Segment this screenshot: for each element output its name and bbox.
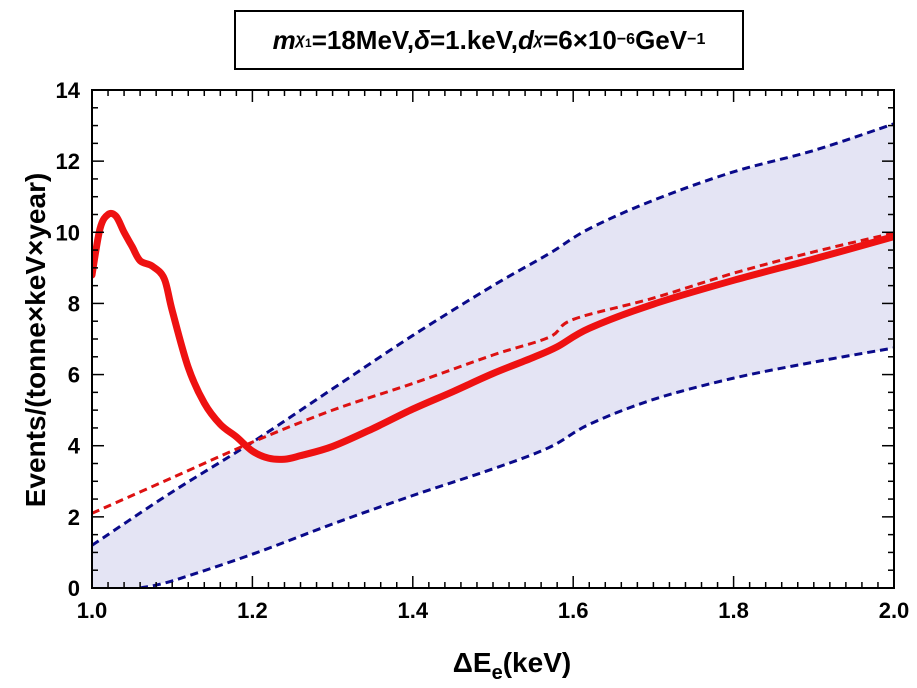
- title-m-subsub: 1: [305, 35, 312, 50]
- title-d-exp: −6: [616, 31, 636, 48]
- y-tick-label: 2: [68, 505, 80, 530]
- series-band-upper: [92, 122, 894, 547]
- y-tick-label: 10: [56, 220, 80, 245]
- series-background: [92, 231, 894, 515]
- series-signal-background: [92, 209, 894, 463]
- title-delta-value: =1.keV,: [429, 24, 518, 55]
- tick-label-layer: 1.0 1.2 1.4 1.6 1.8 2.0 0 2 4 6 8 10 12 14: [56, 78, 910, 623]
- series-layer: [92, 122, 894, 588]
- y-tick-label: 4: [68, 434, 81, 459]
- title-m-sub: χ: [295, 30, 305, 48]
- title-m-value: =18MeV,: [311, 24, 415, 55]
- y-tick-label: 8: [68, 291, 80, 316]
- chart-title: m χ1 =18MeV, δ =1.keV, d χ =6×10 −6 GeV −1: [234, 10, 744, 70]
- title-delta-symbol: δ: [414, 24, 430, 55]
- x-tick-label: 1.4: [398, 598, 429, 623]
- x-tick-label: 1.0: [77, 598, 108, 623]
- x-tick-label: 1.8: [718, 598, 749, 623]
- x-axis-label: ΔEe(keV): [453, 647, 571, 684]
- title-d-symbol: d: [517, 24, 534, 55]
- title-d-unit: GeV: [635, 24, 688, 55]
- title-m-symbol: m: [272, 24, 296, 55]
- x-tick-label: 1.6: [558, 598, 589, 623]
- title-d-unit-exp: −1: [687, 31, 706, 48]
- tick-layer: [91, 89, 895, 589]
- x-tick-label: 1.2: [237, 598, 268, 623]
- title-d-value: =6×10: [543, 24, 617, 55]
- x-tick-label: 2.0: [879, 598, 910, 623]
- y-tick-label: 12: [56, 149, 80, 174]
- y-tick-label: 0: [68, 576, 80, 601]
- y-tick-label: 14: [56, 78, 81, 103]
- y-axis-label: Events/(tonne×keV×year): [20, 173, 51, 508]
- title-d-sub: χ: [533, 31, 544, 48]
- y-tick-label: 6: [68, 363, 80, 388]
